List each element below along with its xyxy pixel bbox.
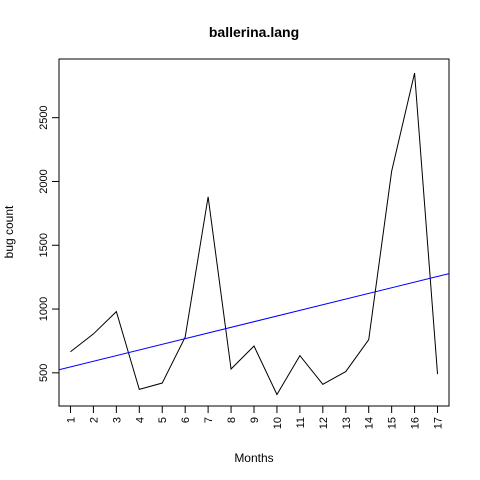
x-tick-label: 6 [180,417,192,423]
x-tick-label: 15 [387,417,399,429]
x-tick-label: 16 [410,417,422,429]
x-tick-label: 14 [364,417,376,429]
y-axis: 500 1000 1500 2000 2500 [38,105,60,382]
x-tick-label: 2 [88,417,100,423]
x-tick-label: 12 [318,417,330,429]
y-axis-label: bug count [2,205,16,258]
x-tick-label: 17 [433,417,445,429]
x-tick-label: 8 [226,417,238,423]
y-tick-label: 1000 [38,297,50,321]
x-tick-label: 7 [203,417,215,423]
x-axis-label: Months [234,451,273,465]
x-tick-label: 13 [341,417,353,429]
x-tick-label: 5 [157,417,169,423]
x-tick-label: 1 [65,417,77,423]
series-line [70,72,439,396]
x-axis: 1 2 3 4 5 6 7 8 9 10 11 12 13 14 15 16 17 [65,405,445,429]
x-tick-label: 11 [295,417,307,428]
x-tick-label: 3 [111,417,123,423]
y-tick-label: 2000 [38,169,50,193]
x-tick-label: 9 [249,417,261,423]
trend-line [58,273,450,371]
y-tick-label: 2500 [38,105,50,129]
chart-title: ballerina.lang [209,24,299,40]
x-tick-label: 10 [272,417,284,429]
plot-frame [58,58,450,407]
y-tick-label: 500 [38,364,50,382]
x-tick-label: 4 [134,417,146,423]
plot-area [58,72,450,396]
y-tick-label: 1500 [38,233,50,257]
